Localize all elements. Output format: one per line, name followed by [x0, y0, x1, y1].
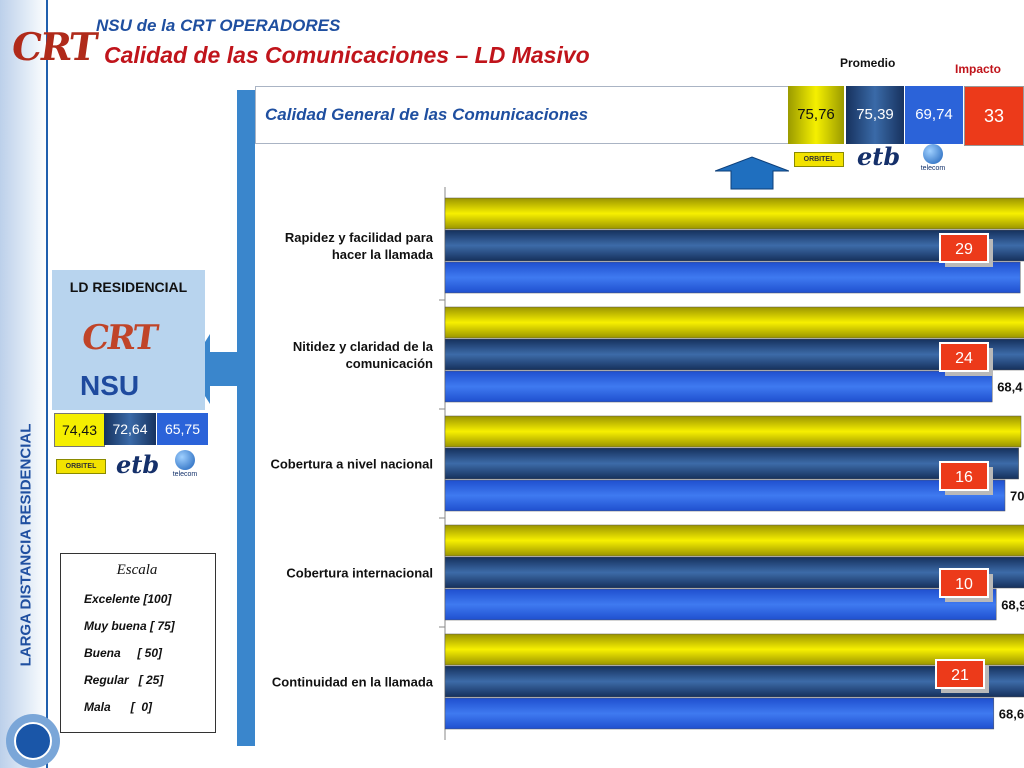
nsu-logo: NSU [80, 370, 140, 401]
scale-item: Regular [ 25] [84, 673, 164, 687]
scale-title: Escala [116, 562, 158, 578]
etb-logo: etb [857, 142, 901, 171]
bar-value-label: 70 [1010, 489, 1024, 504]
bar-telecom [444, 697, 995, 730]
telecom-logo-text: telecom [920, 165, 946, 172]
telecom-logo-small-text: telecom [172, 471, 198, 478]
impact-badge [939, 342, 989, 372]
bar-etb [444, 556, 1024, 589]
bar-value-label: 68,6 [999, 707, 1024, 722]
telecom-globe-icon [923, 144, 943, 164]
impact-value-label: 16 [955, 469, 973, 486]
bar-telecom [444, 261, 1021, 294]
scale-item: Buena [ 50] [84, 646, 163, 660]
impact-badge [939, 233, 989, 263]
bar-telecom [444, 370, 993, 403]
impact-badge [939, 568, 989, 598]
bar-etb [444, 665, 1024, 698]
ld-residencial-panel [52, 270, 205, 410]
bar-etb [444, 338, 1024, 371]
promedio-label: Promedio [840, 56, 896, 70]
vertical-section-label: LARGA DISTANCIA RESIDENCIAL [6, 400, 46, 690]
telecom-logo-small: telecom [168, 450, 202, 478]
general-value-orbitel: 75,76 [788, 86, 844, 144]
general-value-telecom: 69,74 [905, 86, 963, 144]
up-arrow-icon [715, 156, 789, 190]
ld-residencial-value-orbitel: 74,43 [54, 413, 105, 447]
general-impact-badge: 33 [964, 86, 1024, 146]
bar-orbitel [444, 524, 1024, 557]
impact-value-label: 10 [955, 576, 973, 593]
etb-logo-small: etb [116, 450, 160, 479]
vertical-divider-bar [237, 90, 255, 746]
scale-item: Excelente [100] [84, 592, 172, 606]
impact-badge [939, 461, 989, 491]
category-label: Nitidez y claridad de la comunicación [293, 339, 434, 371]
orbitel-logo-small: ORBITEL [56, 459, 106, 474]
impact-badge [935, 659, 985, 689]
ld-residencial-title: LD RESIDENCIAL [69, 279, 188, 295]
bar-orbitel [444, 633, 1024, 666]
bar-orbitel [444, 306, 1024, 339]
impact-value-label: 24 [955, 350, 973, 367]
header-subtitle: Calidad de las Comunicaciones – LD Masiv… [104, 42, 590, 68]
left-band-border [46, 0, 48, 768]
header-title: NSU de la CRT OPERADORES [96, 16, 341, 35]
bar-etb [444, 229, 1024, 262]
crt-logo: CRT [8, 24, 99, 69]
impact-value-label: 29 [955, 241, 973, 258]
impact-value-label: 21 [951, 667, 969, 684]
category-label: Rapidez y facilidad para hacer la llamada [285, 230, 434, 262]
general-quality-label: Calidad General de las Comunicaciones [265, 105, 589, 124]
telecom-logo: telecom [916, 144, 950, 172]
scale-item: Mala [ 0] [84, 700, 153, 714]
scale-legend-box [60, 553, 216, 733]
footer-emblem-inner [14, 722, 52, 760]
impacto-label: Impacto [955, 62, 1002, 76]
category-label: Continuidad en la llamada [272, 675, 434, 690]
telecom-globe-icon-small [175, 450, 195, 470]
scale-item: Muy buena [ 75] [84, 619, 175, 633]
ld-residencial-value-telecom: 65,75 [157, 413, 208, 445]
bar-telecom [444, 479, 1006, 512]
bar-etb [444, 447, 1019, 480]
general-quality-box [255, 86, 789, 144]
orbitel-logo: ORBITEL [794, 152, 844, 167]
crt-logo-small: CRT [79, 318, 159, 358]
category-label: Cobertura a nivel nacional [270, 457, 433, 472]
bar-value-label: 68,9 [1001, 598, 1024, 613]
general-value-etb: 75,39 [846, 86, 904, 144]
left-decorative-band [0, 0, 48, 768]
ld-residencial-value-etb: 72,64 [104, 413, 156, 445]
bar-value-label: 68,4 [997, 380, 1023, 395]
vertical-label-text: LARGA DISTANCIA RESIDENCIAL [17, 423, 35, 667]
bar-orbitel [444, 197, 1024, 230]
bar-telecom [444, 588, 997, 621]
attribute-bar-chart: Rapidez y facilidad para hacer la llamada… [270, 187, 1024, 740]
bar-orbitel [444, 415, 1022, 448]
category-label: Cobertura internacional [286, 566, 433, 581]
